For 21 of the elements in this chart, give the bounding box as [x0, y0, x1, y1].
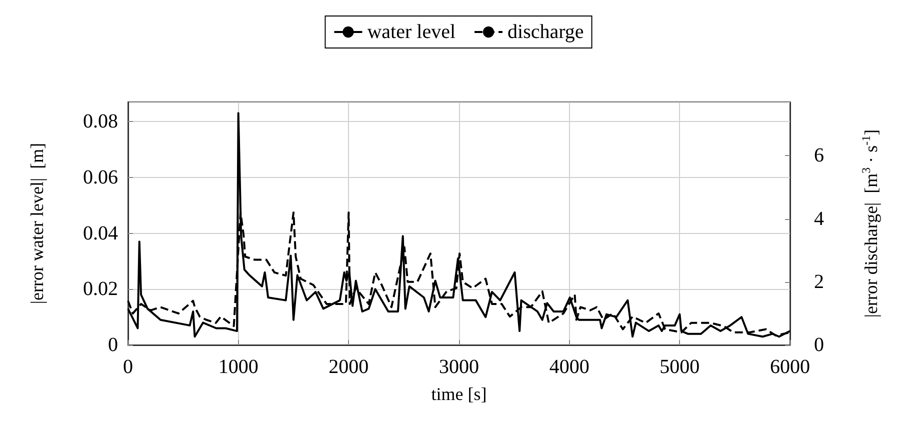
legend-label: discharge	[508, 21, 584, 43]
y2-axis-title: |error discharge| [m3 · s-1]	[859, 129, 881, 318]
y-tick-label: 0.06	[83, 166, 118, 188]
y2-tick-label: 0	[814, 334, 824, 356]
y2-tick-label: 2	[814, 270, 824, 293]
x-tick-label: 0	[123, 356, 133, 378]
y-tick-label: 0	[108, 334, 118, 356]
x-tick-label: 5000	[660, 356, 700, 378]
x-tick-label: 1000	[218, 356, 258, 378]
x-tick-label: 3000	[439, 356, 479, 378]
x-axis-title: time [s]	[431, 384, 487, 404]
y-tick-label: 0.02	[83, 278, 118, 300]
y2-tick-label: 6	[814, 144, 824, 167]
x-tick-label: 4000	[549, 356, 590, 378]
y-tick-label: 0.08	[83, 110, 118, 133]
legend-label: water level	[367, 21, 456, 43]
y-axis-title: |error water level| [m]	[27, 142, 47, 304]
y2-tick-label: 4	[814, 208, 824, 230]
x-tick-label: 2000	[328, 356, 369, 378]
x-tick-label: 6000	[770, 356, 810, 378]
y-tick-label: 0.04	[83, 222, 118, 244]
